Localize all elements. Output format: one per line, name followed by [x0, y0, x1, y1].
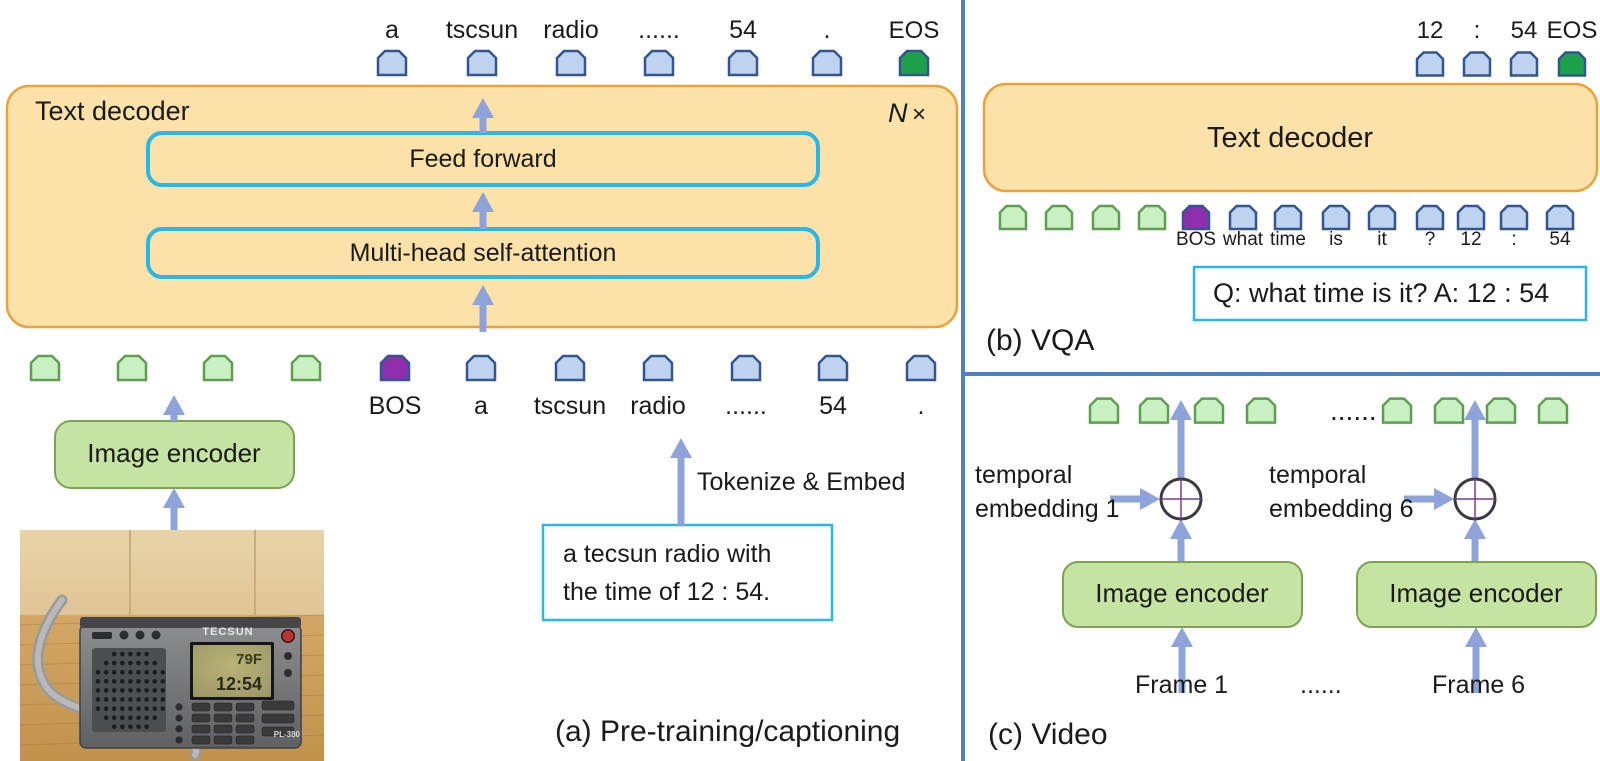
svg-text:Image encoder: Image encoder — [1095, 578, 1269, 608]
svg-text:Q: what time is it? A: 12 : 54: Q: what time is it? A: 12 : 54 — [1213, 278, 1549, 308]
svg-text:temporal: temporal — [975, 461, 1072, 489]
svg-text:×: × — [912, 101, 926, 128]
svg-text:what: what — [1222, 229, 1264, 250]
svg-text:Text decoder: Text decoder — [35, 96, 190, 126]
svg-text:12: 12 — [1460, 229, 1481, 250]
svg-text::: : — [1511, 229, 1516, 250]
svg-text:Frame 1: Frame 1 — [1135, 671, 1228, 699]
svg-text:.: . — [824, 16, 831, 44]
svg-text:a tecsun radio with: a tecsun radio with — [563, 540, 771, 568]
svg-text:EOS: EOS — [889, 17, 940, 44]
svg-text:Image encoder: Image encoder — [1389, 578, 1563, 608]
svg-text:tscsun: tscsun — [446, 16, 518, 44]
svg-text:a: a — [474, 392, 488, 420]
svg-text:BOS: BOS — [369, 392, 422, 420]
svg-text:EOS: EOS — [1547, 17, 1598, 44]
svg-text:BOS: BOS — [1176, 229, 1216, 250]
svg-text::: : — [1474, 17, 1481, 44]
svg-text:54: 54 — [729, 16, 757, 44]
svg-text:79F: 79F — [236, 651, 262, 668]
svg-text:......: ...... — [1300, 671, 1342, 699]
svg-text:is: is — [1329, 229, 1343, 250]
svg-text:Image encoder: Image encoder — [87, 438, 261, 468]
svg-text:TECSUN: TECSUN — [202, 626, 253, 638]
svg-text:12: 12 — [1417, 17, 1444, 44]
svg-text:radio: radio — [543, 16, 599, 44]
svg-text:Text decoder: Text decoder — [1207, 122, 1373, 154]
svg-text:.: . — [918, 392, 925, 420]
svg-text:radio: radio — [630, 392, 686, 420]
svg-text:tscsun: tscsun — [534, 392, 606, 420]
svg-text:54: 54 — [1511, 17, 1538, 44]
svg-text:embedding 6: embedding 6 — [1269, 495, 1414, 523]
svg-text:12:54: 12:54 — [216, 674, 262, 694]
svg-text:(b) VQA: (b) VQA — [986, 324, 1094, 357]
svg-text:......: ...... — [725, 392, 767, 420]
svg-text:temporal: temporal — [1269, 461, 1366, 489]
svg-text:N: N — [888, 98, 908, 128]
svg-text:......: ...... — [638, 16, 680, 44]
svg-text:a: a — [385, 16, 399, 44]
svg-text:?: ? — [1425, 229, 1436, 250]
svg-text:the time of 12 : 54.: the time of 12 : 54. — [563, 578, 770, 606]
svg-text:PL-380: PL-380 — [274, 730, 301, 739]
svg-text:it: it — [1377, 229, 1387, 250]
svg-text:54: 54 — [1549, 229, 1571, 250]
svg-text:Feed forward: Feed forward — [409, 145, 556, 173]
svg-text:time: time — [1270, 229, 1306, 250]
svg-text:54: 54 — [819, 392, 847, 420]
svg-text:(c) Video: (c) Video — [988, 718, 1108, 751]
svg-text:(a) Pre-training/captioning: (a) Pre-training/captioning — [555, 715, 900, 748]
svg-text:Multi-head self-attention: Multi-head self-attention — [350, 239, 617, 267]
svg-text:embedding 1: embedding 1 — [975, 495, 1120, 523]
svg-text:......: ...... — [1330, 395, 1377, 426]
svg-text:Tokenize & Embed: Tokenize & Embed — [697, 468, 905, 496]
svg-text:Frame 6: Frame 6 — [1432, 671, 1525, 699]
